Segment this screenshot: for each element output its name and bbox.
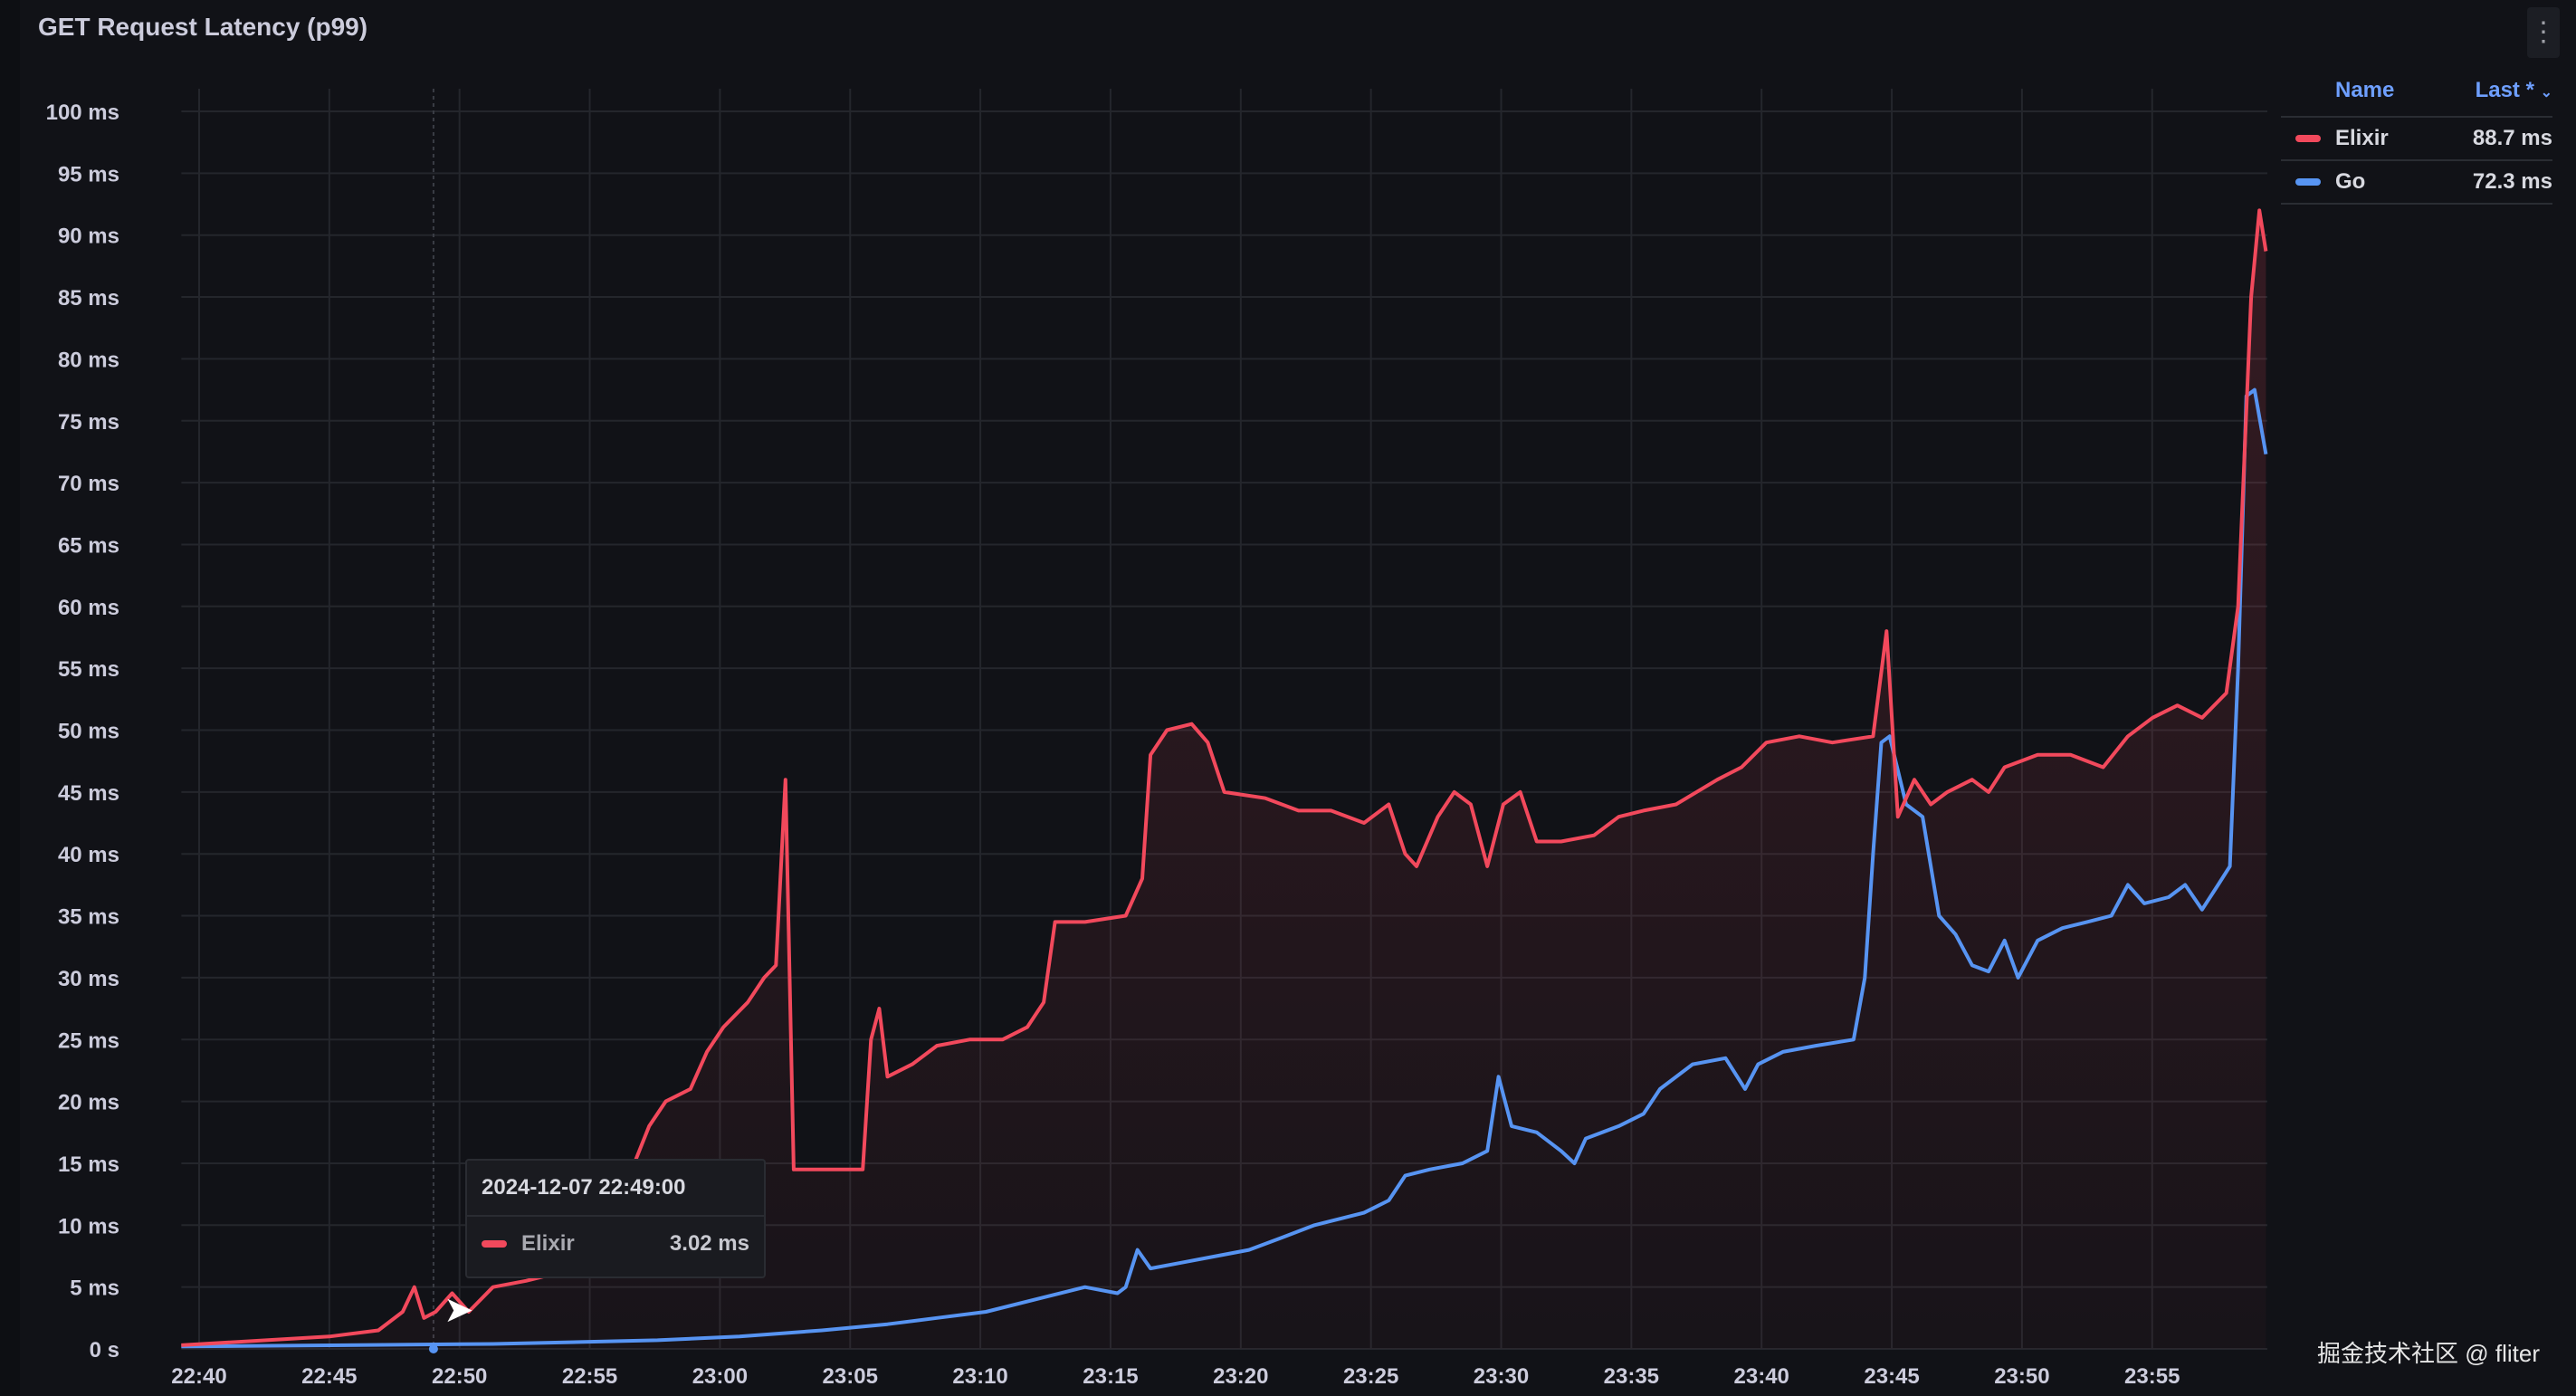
tooltip-swatch: [482, 1240, 507, 1248]
y-tick-label: 55 ms: [58, 657, 119, 682]
x-tick-label: 23:20: [1213, 1364, 1268, 1389]
x-tick-label: 23:40: [1734, 1364, 1789, 1389]
y-tick-label: 0 s: [90, 1338, 119, 1363]
legend-header-name[interactable]: Name: [2335, 78, 2395, 102]
series-line-go: [181, 387, 2268, 1349]
y-tick-label: 80 ms: [58, 348, 119, 372]
legend-swatch-go: [2295, 178, 2321, 186]
y-tick-label: 90 ms: [58, 225, 119, 249]
y-tick-label: 35 ms: [58, 905, 119, 930]
y-tick-label: 65 ms: [58, 533, 119, 558]
legend-name: Go: [2335, 169, 2366, 194]
x-tick-label: 23:30: [1474, 1364, 1529, 1389]
y-tick-label: 5 ms: [70, 1276, 119, 1301]
x-tick-label: 23:25: [1343, 1364, 1398, 1389]
x-axis: 22:40 22:45 22:50 22:55 23:00 23:05 23:10 23:15…: [171, 1364, 2180, 1389]
legend-name: Elixir: [2335, 126, 2389, 150]
tooltip-value: 3.02 ms: [669, 1231, 749, 1256]
x-tick-label: 23:45: [1864, 1364, 1919, 1389]
x-tick-label: 23:05: [823, 1364, 878, 1389]
x-tick-label: 23:00: [692, 1364, 748, 1389]
y-tick-label: 60 ms: [58, 596, 119, 620]
legend-header-last[interactable]: Last * ⌄: [2476, 78, 2552, 103]
x-tick-label: 23:55: [2124, 1364, 2180, 1389]
y-tick-label: 85 ms: [58, 286, 119, 311]
legend-table: Name Last * ⌄ Elixir 88.7 ms Go 72.3 ms: [2281, 74, 2552, 205]
tooltip-time: 2024-12-07 22:49:00: [467, 1161, 764, 1217]
panel-title: GET Request Latency (p99): [38, 13, 368, 41]
y-tick-label: 95 ms: [58, 162, 119, 186]
y-tick-label: 20 ms: [58, 1091, 119, 1115]
legend-row-elixir[interactable]: Elixir 88.7 ms: [2281, 118, 2552, 161]
tooltip-series: Elixir: [521, 1231, 575, 1256]
y-tick-label: 25 ms: [58, 1028, 119, 1053]
y-axis: 0 s 5 ms 10 ms 15 ms 20 ms 25 ms 30 ms 35 ms 40 …: [46, 100, 119, 1363]
tooltip-row: Elixir 3.02 ms: [467, 1217, 764, 1271]
x-tick-label: 23:50: [1994, 1364, 2049, 1389]
y-tick-label: 15 ms: [58, 1152, 119, 1177]
y-tick-label: 10 ms: [58, 1214, 119, 1238]
legend-header-last-label: Last *: [2475, 78, 2534, 102]
legend-value: 88.7 ms: [2472, 126, 2552, 150]
kebab-menu-icon[interactable]: ⋮: [2527, 7, 2560, 58]
y-tick-label: 70 ms: [58, 472, 119, 496]
y-tick-label: 100 ms: [46, 100, 119, 125]
series-line-elixir: [181, 208, 2268, 1347]
legend-row-go[interactable]: Go 72.3 ms: [2281, 161, 2552, 205]
x-tick-label: 23:10: [952, 1364, 1007, 1389]
y-tick-label: 40 ms: [58, 843, 119, 867]
hover-tooltip: 2024-12-07 22:49:00 Elixir 3.02 ms: [465, 1159, 766, 1278]
y-tick-label: 50 ms: [58, 720, 119, 744]
x-tick-label: 22:45: [301, 1364, 357, 1389]
legend-swatch-elixir: [2295, 135, 2321, 142]
x-tick-label: 22:50: [432, 1364, 487, 1389]
y-tick-label: 45 ms: [58, 781, 119, 806]
x-tick-label: 23:15: [1083, 1364, 1138, 1389]
x-tick-label: 22:40: [171, 1364, 226, 1389]
legend-value: 72.3 ms: [2472, 169, 2552, 194]
legend-header: Name Last * ⌄: [2281, 74, 2552, 118]
y-tick-label: 75 ms: [58, 410, 119, 435]
chevron-down-icon: ⌄: [2540, 85, 2552, 100]
x-tick-label: 22:55: [562, 1364, 617, 1389]
x-tick-label: 23:35: [1604, 1364, 1659, 1389]
series-layer: [181, 208, 2268, 1353]
mouse-cursor-icon: ➤: [444, 1290, 474, 1330]
hover-point: [428, 1344, 438, 1353]
y-tick-label: 30 ms: [58, 967, 119, 991]
watermark: 掘金技术社区 @ fliter: [2317, 1340, 2540, 1367]
